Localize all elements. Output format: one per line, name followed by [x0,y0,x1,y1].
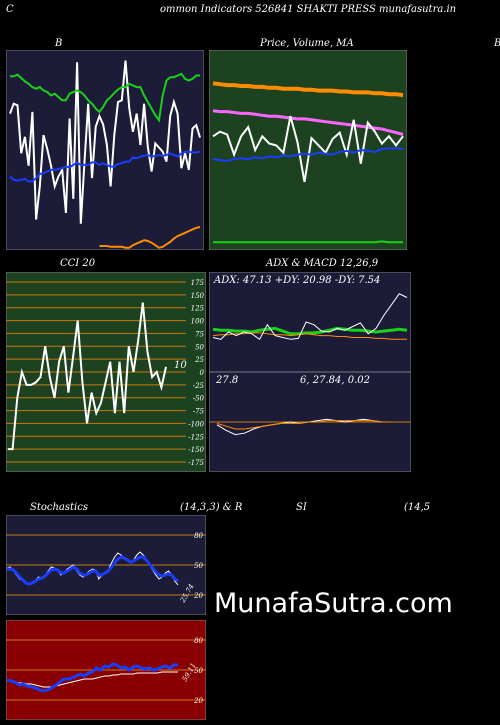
cci-tick-label: -25 [193,382,205,390]
price-series-line [212,147,404,163]
price-title: Price, Volume, MA [260,38,354,49]
bb-series-line [99,226,201,249]
cci-tick-label: 100 [191,318,205,326]
macd-series-line [216,420,391,430]
cci-tick-label: 25 [194,356,204,364]
bb-series-line [10,72,200,123]
stochastics-tick-label: 20 [193,592,203,600]
price-series-line [212,115,404,183]
cci-tick-label: 175 [191,279,205,287]
price-volume-ma-chart [209,50,407,250]
price-series-line [212,81,404,98]
adx-series-line [212,326,408,336]
cci-tick-label: 125 [191,305,205,313]
cci-tick-label: -175 [188,459,204,467]
cci-tick-label: 0 [200,369,205,377]
price-series-line [213,240,403,244]
cci-tick-label: -100 [188,420,204,428]
cci-tick-label: -50 [193,395,205,403]
macd-readout-left: 27.8 [216,375,239,386]
rsi-series-line [7,671,178,688]
cci-tick-label: 50 [195,343,204,351]
cci-tick-label: 150 [191,292,205,300]
stochastics-params: (14,3,3) & R [180,502,243,513]
price-title-right-cut: B [494,38,500,49]
rsi-tick-label: 80 [194,637,203,645]
cci-tick-label: 75 [195,330,204,338]
bb-series-line [9,60,201,224]
macd-chart [209,372,411,472]
cci-series-line [8,302,167,451]
stochastics-tick-label: 80 [194,532,203,540]
adx-series-line [212,293,408,341]
stochastics-series-line [7,555,179,586]
rsi-params: (14,5 [404,502,431,513]
rsi-tick-label: 20 [193,697,203,705]
adx-title: ADX & MACD 12,26,9 [266,258,379,269]
adx-chart [209,272,411,372]
bb-title: B [55,38,63,49]
rsi-title: SI [296,502,307,513]
brand-watermark: MunafaSutra.com [214,588,453,619]
header-letter: C [6,4,14,15]
bb-series-line [9,150,201,183]
stochastics-tick-label: 50 [194,562,203,570]
cci-chart: 175 150 125 100 75 50 25 0 -25 -50 -75 -100 -125 -150… [6,272,206,472]
rsi-series-line [6,662,178,693]
adx-series-line [212,332,407,340]
adx-readout: ADX: 47.13 +DY: 20.98 -DY: 7.54 [214,275,381,286]
macd-readout-right: 6, 27.84, 0.02 [300,375,370,386]
bollinger-bands-chart [6,50,204,250]
stochastics-title: Stochastics [30,502,88,513]
rsi-tick-label: 50 [194,667,203,675]
page-title: ommon Indicators 526841 SHAKTI PRESS mun… [160,4,457,15]
cci-tick-label: -150 [188,446,204,454]
cci-tick-label: -75 [193,408,205,416]
cci-tick-label: -125 [188,433,204,441]
cci-title: CCI 20 [60,258,96,269]
cci-value-label: 10 [174,360,187,371]
